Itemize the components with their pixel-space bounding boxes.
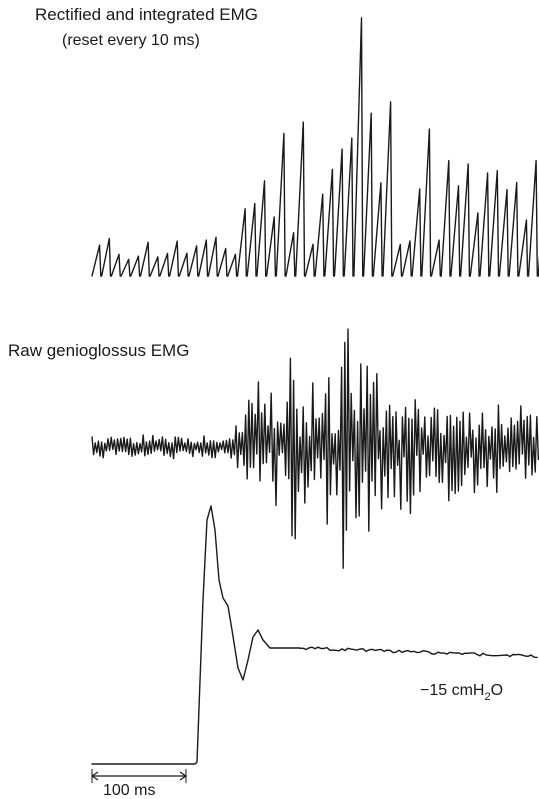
time-scale-bar: [90, 769, 188, 783]
rectified-emg-subtitle: (reset every 10 ms): [62, 32, 200, 49]
pressure-label: −15 cmH2O: [420, 682, 503, 703]
pressure-trace: [91, 505, 538, 765]
pressure-label-subscript: 2: [484, 691, 490, 703]
raw-genioglossus-emg-trace: [91, 328, 539, 569]
raw-emg-label: Raw genioglossus EMG: [8, 341, 189, 360]
rectified-emg-trace: [91, 17, 539, 277]
rectified-emg-title: Rectified and integrated EMG: [35, 5, 258, 24]
pressure-label-suffix: O: [491, 682, 503, 699]
time-scale-label: 100 ms: [103, 782, 155, 799]
